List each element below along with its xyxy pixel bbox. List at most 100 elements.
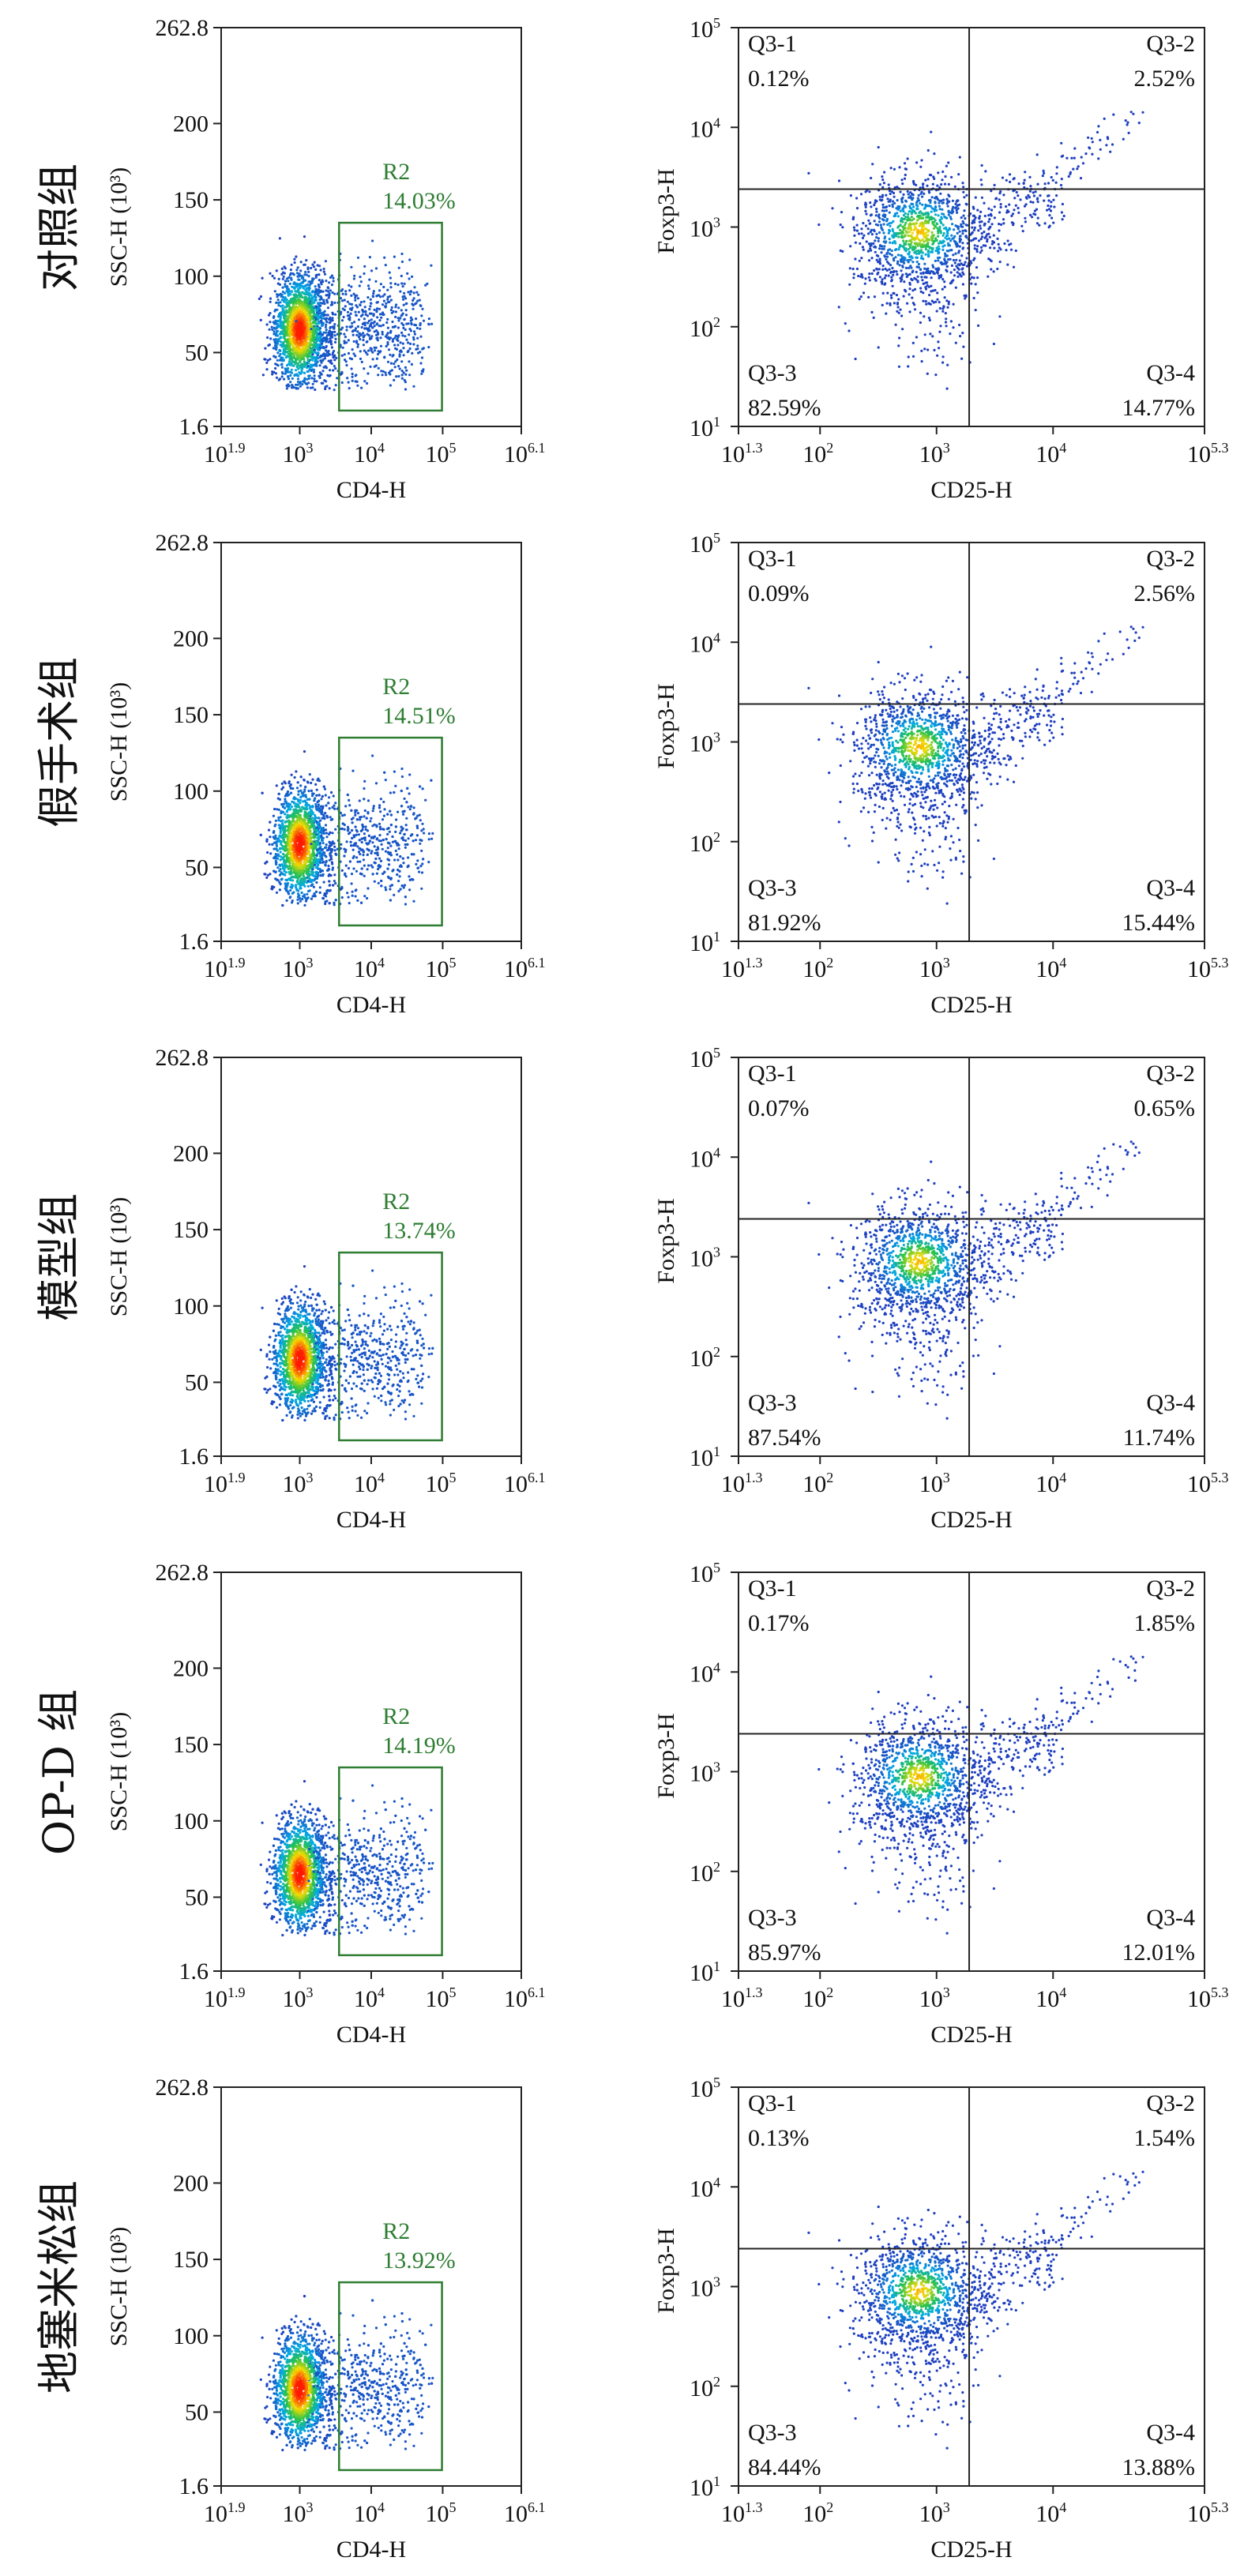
event-dot [941,178,944,182]
event-dot [285,338,288,341]
event-dot [1047,199,1050,202]
event-dot [362,336,365,339]
event-dot [873,268,876,272]
event-dot [317,352,320,355]
event-dot [352,277,355,280]
event-dot [1009,180,1012,183]
y-tick-label: 150 [173,187,209,213]
event-dot [391,320,394,324]
y-tick-label: 105 [690,15,720,43]
event-dot [307,331,310,334]
event-dot [401,285,404,288]
event-dot [956,227,960,231]
event-dot [849,194,852,197]
event-dot [923,192,926,195]
event-dot [314,290,318,293]
event-dot [915,183,918,186]
event-dot [874,250,877,253]
event-dot [408,258,412,261]
event-dot [326,314,329,317]
event-dot [329,316,332,319]
event-dot [891,229,894,233]
event-dot [947,182,950,186]
event-dot [921,279,924,282]
event-dot [1047,194,1050,197]
event-dot [973,226,976,229]
event-dot [366,314,370,317]
event-dot [852,272,855,276]
event-dot [1069,172,1072,175]
event-dot [363,874,366,877]
event-dot [950,234,953,237]
event-dot [321,302,324,305]
event-dot [373,325,376,328]
event-dot [310,281,314,284]
event-dot [1021,230,1024,233]
event-dot [904,266,908,269]
event-dot [878,247,881,250]
event-dot [896,302,899,306]
event-dot [1055,166,1058,169]
event-dot [356,256,360,259]
event-dot [1010,214,1013,217]
event-dot [1090,137,1093,140]
event-dot [922,282,925,285]
event-dot [889,224,892,227]
event-dot [956,266,960,269]
event-dot [257,297,261,300]
event-dot [937,242,941,245]
event-dot [389,362,393,365]
event-dot [299,344,303,347]
event-dot [265,368,269,371]
event-dot [973,218,976,221]
event-dot [910,216,913,219]
quadrant-percent: 14.77% [1122,395,1196,421]
event-dot [341,307,344,310]
event-dot [937,259,940,262]
event-dot [293,307,296,310]
event-dot [870,244,873,247]
event-dot [870,205,873,208]
event-dot [328,321,331,325]
event-dot [1112,113,1115,116]
event-dots [257,235,434,392]
event-dot [362,344,365,347]
event-dot [362,339,365,342]
event-dot [906,302,909,305]
event-dot [987,275,990,278]
event-dot [931,270,934,273]
event-dot [979,238,983,241]
event-dot [340,354,344,357]
event-dot [927,317,930,320]
event-dot [368,325,371,328]
event-dot [859,193,863,196]
event-dot [927,285,930,288]
event-dot [979,178,983,182]
event-dot [933,272,936,276]
event-dot [883,171,886,174]
event-dot [1076,167,1079,171]
event-dot [941,361,945,364]
event-dot [1043,199,1046,202]
event-dot [295,272,299,275]
event-dot [286,305,289,308]
event-dot [1017,211,1020,214]
event-dot [364,313,367,316]
event-dot [899,209,902,212]
event-dot [1047,182,1050,185]
event-dot [325,294,328,297]
event-dot [273,290,276,293]
event-dot [364,351,368,354]
event-dot [1055,172,1058,175]
event-dot [367,287,370,291]
event-dot [299,325,303,329]
event-dot [328,858,331,862]
gate-r2 [338,221,443,412]
event-dot [868,190,871,193]
event-dot [1031,216,1034,219]
event-dot [926,250,930,253]
event-dot [886,197,889,201]
event-dot [881,203,885,206]
event-dot [283,353,286,356]
event-dot [358,284,361,287]
